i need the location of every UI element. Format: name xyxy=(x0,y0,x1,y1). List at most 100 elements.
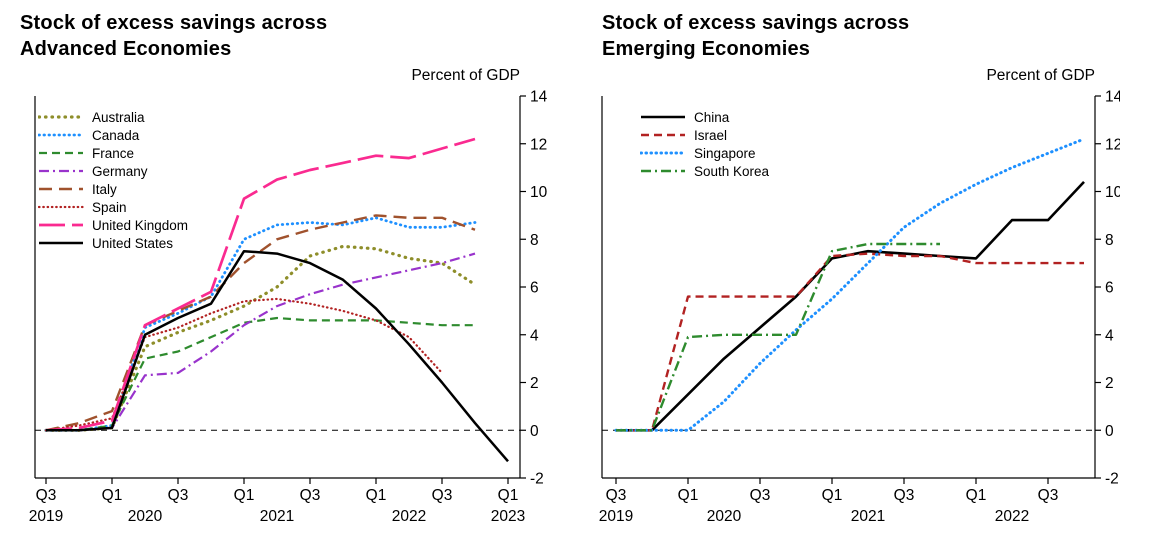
y-tick-label: 4 xyxy=(530,327,539,344)
x-tick-label-year: 2022 xyxy=(392,508,426,525)
x-tick-label-quarter: Q3 xyxy=(300,487,321,504)
series-line-israel xyxy=(616,252,1084,432)
y-tick-label: 10 xyxy=(1105,184,1120,201)
series-line-south-korea xyxy=(616,242,940,432)
x-tick-label-quarter: Q1 xyxy=(678,487,699,504)
x-tick-label-quarter: Q3 xyxy=(894,487,915,504)
y-tick-label: 12 xyxy=(530,136,547,153)
x-tick-label-quarter: Q3 xyxy=(606,487,627,504)
x-tick-label-year: 2019 xyxy=(599,508,633,525)
plot-wrapper-emerging: -2 0 2 4 6 8 10 12 14 Q3 Q1 Q3 Q1 Q3 Q1 Q3 2019 2020 2021 2… xyxy=(590,88,1120,534)
y-tick-label: 0 xyxy=(1105,423,1114,440)
legend-item-united-kingdom: United Kingdom xyxy=(38,216,188,234)
y-axis-units-label: Percent of GDP xyxy=(411,67,520,84)
legend-line-sample-israel xyxy=(641,133,685,137)
x-tick-label-quarter: Q1 xyxy=(498,487,519,504)
legend-item-china: China xyxy=(640,108,769,126)
legend-line-sample-south-korea xyxy=(641,169,685,173)
y-tick-label: 8 xyxy=(1105,232,1114,249)
y-tick-label: 0 xyxy=(530,423,539,440)
legend-line-sample-canada xyxy=(38,133,84,137)
x-tick-label-quarter: Q1 xyxy=(822,487,843,504)
x-tick-label-year: 2022 xyxy=(995,508,1029,525)
y-tick-label: 6 xyxy=(1105,280,1114,297)
y-tick-label: 2 xyxy=(1105,375,1114,392)
legend-label: Spain xyxy=(92,199,127,215)
x-tick-label-quarter: Q3 xyxy=(432,487,453,504)
y-tick-label: 12 xyxy=(1105,136,1120,153)
legend-item-canada: Canada xyxy=(38,126,188,144)
chart-title-line1: Stock of excess savings across xyxy=(20,12,328,34)
x-tick-label-year: 2020 xyxy=(128,508,163,525)
legend-label: Italy xyxy=(92,181,117,197)
legend-item-spain: Spain xyxy=(38,198,188,216)
legend-line-sample-france xyxy=(39,151,83,155)
chart-title-line1: Stock of excess savings across xyxy=(602,12,910,34)
legend-label: France xyxy=(92,145,135,161)
legend-label: South Korea xyxy=(694,163,770,179)
legend-line-sample-italy xyxy=(39,187,83,191)
legend-label: Singapore xyxy=(694,145,756,161)
y-tick-label: 4 xyxy=(1105,327,1114,344)
x-tick-label-quarter: Q3 xyxy=(36,487,57,504)
legend-line-sample-australia xyxy=(38,115,84,119)
chart-panel-emerging-economies: Stock of excess savings across Emerging … xyxy=(590,10,1120,534)
legend-item-israel: Israel xyxy=(640,126,769,144)
y-tick-label: 2 xyxy=(530,375,539,392)
x-tick-label-year: 2021 xyxy=(851,508,885,525)
y-tick-label: 8 xyxy=(530,232,539,249)
series-line-australia xyxy=(44,244,477,432)
x-tick-label-year: 2020 xyxy=(707,508,742,525)
series-line-germany xyxy=(46,252,476,432)
legend-label: Australia xyxy=(92,109,145,125)
y-tick-label: -2 xyxy=(530,471,544,488)
legend-label: United States xyxy=(92,235,174,251)
legend-line-sample-singapore xyxy=(640,151,686,155)
plot-area-emerging: -2 0 2 4 6 8 10 12 14 Q3 Q1 Q3 Q1 Q3 Q1 Q3 2019 2020 2021 2… xyxy=(599,89,1120,526)
series-line-united-kingdom xyxy=(45,137,476,432)
legend-label: China xyxy=(694,109,730,125)
legend-item-france: France xyxy=(38,144,188,162)
plot-area-advanced: -2 0 2 4 6 8 10 12 14 Q3 Q1 Q3 Q1 Q3 Q1 Q3 Q1 2019 2020 202… xyxy=(29,89,548,526)
y-tick-label: 6 xyxy=(530,280,539,297)
x-tick-label-quarter: Q1 xyxy=(234,487,255,504)
x-tick-label-year: 2019 xyxy=(29,508,63,525)
x-tick-label-year: 2021 xyxy=(260,508,294,525)
legend-label: Germany xyxy=(92,163,148,179)
legend-line-sample-china xyxy=(641,115,685,119)
x-tick-label-quarter: Q3 xyxy=(750,487,771,504)
x-tick-label-quarter: Q1 xyxy=(102,487,123,504)
y-tick-label: 14 xyxy=(1105,89,1120,106)
plot-wrapper-advanced: -2 0 2 4 6 8 10 12 14 Q3 Q1 Q3 Q1 Q3 Q1 Q3 Q1 2019 2020 202… xyxy=(20,88,550,534)
y-tick-label: -2 xyxy=(1105,471,1119,488)
chart-title-emerging: Stock of excess savings across Emerging … xyxy=(602,10,1120,62)
x-tick-label-quarter: Q1 xyxy=(366,487,387,504)
legend-label: United Kingdom xyxy=(92,217,189,233)
x-tick-label-quarter: Q3 xyxy=(1038,487,1059,504)
y-tick-label: 14 xyxy=(530,89,548,106)
legend-label: Israel xyxy=(694,127,728,143)
y-tick-label: 10 xyxy=(530,184,548,201)
chart-title-line2: Advanced Economies xyxy=(20,38,232,60)
legend-item-singapore: Singapore xyxy=(640,144,769,162)
series-line-canada xyxy=(44,216,477,432)
series-line-united-states xyxy=(46,249,509,463)
legend-line-sample-germany xyxy=(39,169,83,173)
legend-item-united-states: United States xyxy=(38,234,188,252)
x-tick-label-year: 2023 xyxy=(491,508,525,525)
series-line-china xyxy=(616,181,1085,432)
series-line-spain xyxy=(44,297,444,432)
chart-panel-advanced-economies: Stock of excess savings across Advanced … xyxy=(20,10,550,534)
legend-line-sample-united-kingdom xyxy=(39,223,83,227)
x-tick-label-quarter: Q1 xyxy=(966,487,987,504)
legend-advanced: Australia Canada France Germany Italy Spain Un… xyxy=(38,108,188,252)
chart-title-line2: Emerging Economies xyxy=(602,38,811,60)
legend-item-south-korea: South Korea xyxy=(640,162,769,180)
legend-label: Canada xyxy=(92,127,140,143)
legend-item-italy: Italy xyxy=(38,180,188,198)
series-line-singapore xyxy=(614,137,1086,432)
legend-item-germany: Germany xyxy=(38,162,188,180)
series-line-france xyxy=(46,316,475,432)
legend-line-sample-spain xyxy=(38,205,84,209)
